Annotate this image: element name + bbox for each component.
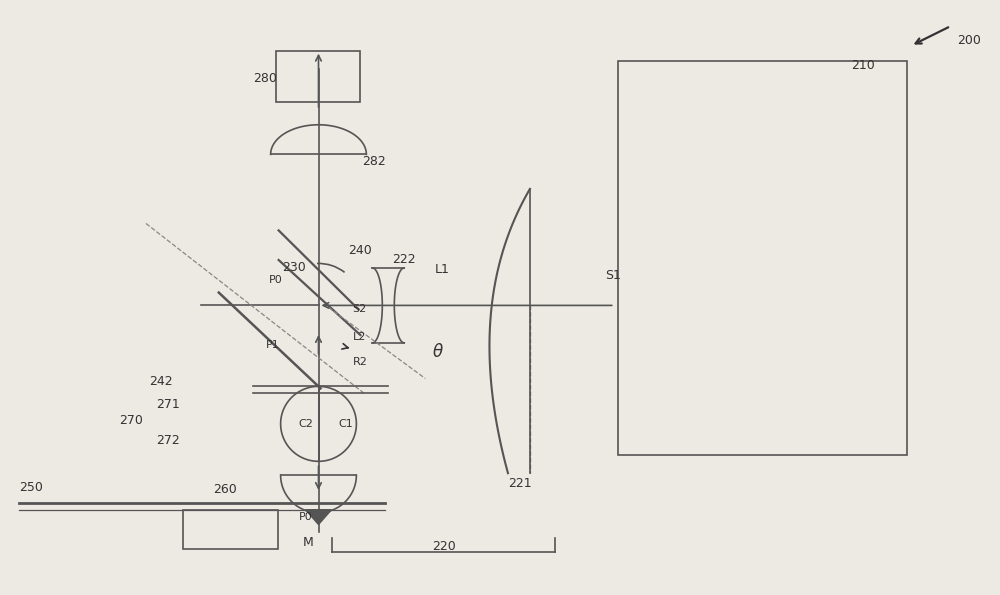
Polygon shape bbox=[306, 510, 331, 525]
Text: 220: 220 bbox=[432, 540, 456, 553]
Text: R2: R2 bbox=[352, 356, 367, 367]
Text: 240: 240 bbox=[348, 243, 372, 256]
Text: 242: 242 bbox=[149, 375, 173, 388]
Text: 270: 270 bbox=[119, 414, 143, 427]
Text: 280: 280 bbox=[253, 72, 277, 85]
Text: 250: 250 bbox=[19, 481, 43, 493]
Text: 282: 282 bbox=[362, 155, 386, 168]
Text: C2: C2 bbox=[299, 419, 313, 429]
Text: 230: 230 bbox=[283, 261, 306, 274]
Text: 221: 221 bbox=[508, 477, 532, 490]
Text: P0: P0 bbox=[299, 512, 312, 522]
Bar bbox=[276, 51, 360, 102]
Text: M: M bbox=[303, 536, 313, 549]
Text: 210: 210 bbox=[851, 59, 875, 72]
Text: 272: 272 bbox=[156, 434, 180, 447]
Text: 271: 271 bbox=[156, 397, 180, 411]
Text: 222: 222 bbox=[392, 253, 416, 267]
Text: θ: θ bbox=[432, 343, 442, 361]
Text: S1: S1 bbox=[605, 270, 621, 282]
Text: S2: S2 bbox=[352, 305, 367, 314]
Text: L1: L1 bbox=[435, 264, 450, 276]
Text: L2: L2 bbox=[352, 332, 366, 342]
Text: 260: 260 bbox=[213, 484, 237, 496]
Bar bbox=[183, 510, 278, 549]
Bar bbox=[618, 61, 907, 455]
Text: P1: P1 bbox=[266, 340, 279, 350]
Text: C1: C1 bbox=[338, 419, 353, 429]
Text: 200: 200 bbox=[957, 35, 981, 48]
Text: P0: P0 bbox=[269, 275, 282, 285]
